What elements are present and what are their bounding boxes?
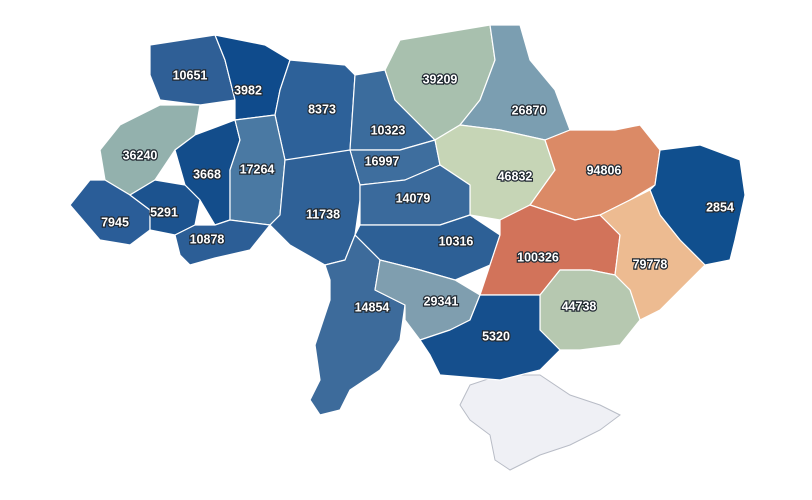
region-value: 79778 <box>633 257 668 271</box>
region <box>174 219 271 266</box>
region-value: 17264 <box>240 162 275 176</box>
region-value: 44738 <box>562 299 597 313</box>
region-value: 10878 <box>190 232 225 246</box>
region-value: 3982 <box>234 83 262 97</box>
region-value: 46832 <box>498 169 533 183</box>
region-value: 8373 <box>308 102 336 116</box>
region-value: 10323 <box>371 123 406 137</box>
region-value: 14854 <box>355 300 390 314</box>
region-value: 39209 <box>423 72 458 86</box>
region-value: 26870 <box>512 103 547 117</box>
region-value: 100326 <box>517 250 559 264</box>
region-value: 29341 <box>424 294 459 308</box>
region-value: 10651 <box>173 68 208 82</box>
region-value: 36240 <box>123 148 158 162</box>
region <box>649 144 746 266</box>
region-value: 94806 <box>587 163 622 177</box>
crimea <box>459 374 621 471</box>
region <box>529 124 661 221</box>
region-value: 16997 <box>365 154 400 168</box>
region-value: 3668 <box>193 167 221 181</box>
region-value: 7945 <box>101 215 129 229</box>
region <box>309 234 406 416</box>
labels: 10651 3982 8373 10323 39209 26870 36240 3668 172… <box>100 67 735 344</box>
region-value: 14079 <box>396 191 431 205</box>
region-value: 11738 <box>306 207 340 221</box>
region-value: 10316 <box>439 234 474 248</box>
region <box>419 294 561 381</box>
region-value: 5291 <box>150 205 178 219</box>
region-value: 5320 <box>482 329 510 343</box>
regions <box>69 24 746 416</box>
region-value: 2854 <box>706 200 734 214</box>
